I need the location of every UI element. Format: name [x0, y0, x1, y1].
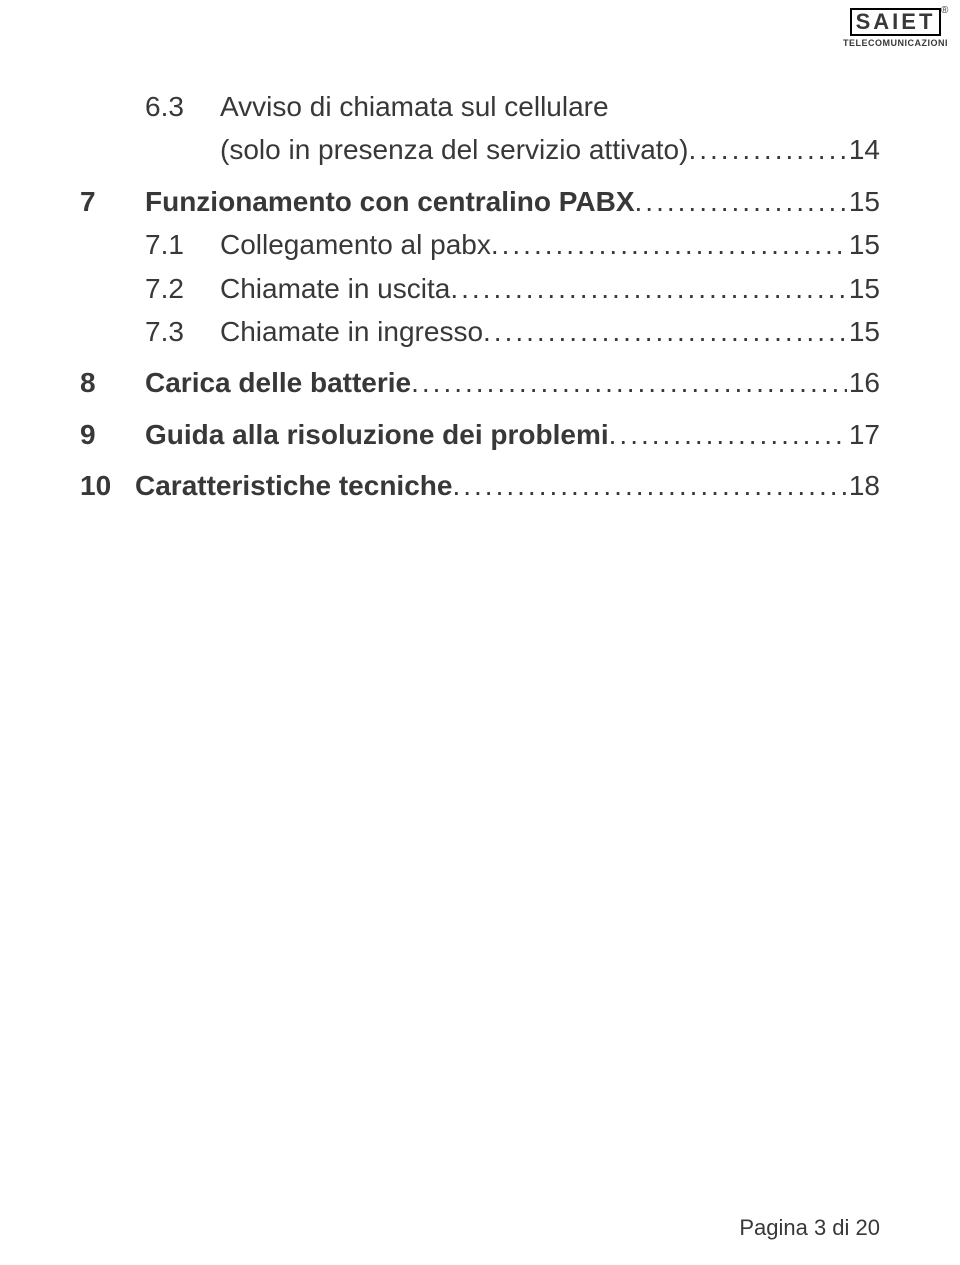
toc-title: Chiamate in uscita	[220, 267, 450, 310]
toc-entry-8: 8 Carica delle batterie ................…	[80, 361, 880, 404]
logo-subtitle: TELECOMUNICAZIONI	[843, 38, 948, 48]
toc-row: 10 Caratteristiche tecniche ............…	[80, 464, 880, 507]
document-page: SAIET ® TELECOMUNICAZIONI 6.3 Avviso di …	[0, 0, 960, 1265]
toc-page-number: 16	[847, 361, 880, 404]
toc-leader-dots: ........................................…	[450, 267, 847, 310]
toc-row: 8 Carica delle batterie ................…	[80, 361, 880, 404]
toc-page-number: 15	[847, 180, 880, 223]
toc-entry-9: 9 Guida alla risoluzione dei problemi ..…	[80, 413, 880, 456]
toc-page-number: 15	[847, 223, 880, 266]
toc-title-cont: (solo in presenza del servizio attivato)	[80, 128, 688, 171]
toc-number: 6.3	[145, 85, 220, 128]
toc-title: Avviso di chiamata sul cellulare	[220, 85, 609, 128]
toc-page-number: 15	[847, 310, 880, 353]
toc-title: Caratteristiche tecniche	[135, 464, 452, 507]
toc-leader-dots: ........................................…	[688, 128, 846, 171]
toc-title: Chiamate in ingresso	[220, 310, 483, 353]
toc-entry-6-3: 6.3 Avviso di chiamata sul cellulare (so…	[80, 85, 880, 172]
toc-row: 6.3 Avviso di chiamata sul cellulare	[80, 85, 880, 128]
toc-page-number: 17	[847, 413, 880, 456]
logo-text: SAIET ®	[850, 8, 942, 36]
logo-name: SAIET	[856, 9, 936, 34]
toc-number: 7.2	[145, 267, 220, 310]
toc-title: Collegamento al pabx	[220, 223, 491, 266]
toc-entry-7: 7 Funzionamento con centralino PABX ....…	[80, 180, 880, 354]
toc-title: Guida alla risoluzione dei problemi	[145, 413, 609, 456]
toc-leader-dots: ........................................…	[411, 361, 847, 404]
page-footer: Pagina 3 di 20	[739, 1215, 880, 1241]
toc-leader-dots: ........................................…	[483, 310, 847, 353]
toc-row: 7.3 Chiamate in ingresso ...............…	[80, 310, 880, 353]
toc-leader-dots: ........................................…	[452, 464, 846, 507]
toc-row: 7.2 Chiamate in uscita .................…	[80, 267, 880, 310]
toc-page-number: 18	[847, 464, 880, 507]
toc-title: Carica delle batterie	[145, 361, 411, 404]
toc-row: 7 Funzionamento con centralino PABX ....…	[80, 180, 880, 223]
toc-row: 7.1 Collegamento al pabx ...............…	[80, 223, 880, 266]
toc-page-number: 14	[847, 128, 880, 171]
toc-page-number: 15	[847, 267, 880, 310]
toc-number: 7.3	[145, 310, 220, 353]
table-of-contents: 6.3 Avviso di chiamata sul cellulare (so…	[80, 85, 880, 516]
toc-number: 7.1	[145, 223, 220, 266]
toc-title: Funzionamento con centralino PABX	[145, 180, 635, 223]
toc-entry-10: 10 Caratteristiche tecniche ............…	[80, 464, 880, 507]
toc-leader-dots: ........................................…	[491, 223, 847, 266]
registered-icon: ®	[941, 6, 951, 16]
toc-row: (solo in presenza del servizio attivato)…	[80, 128, 880, 171]
toc-number: 8	[80, 361, 145, 404]
toc-number: 10	[80, 464, 135, 507]
brand-logo: SAIET ® TELECOMUNICAZIONI	[843, 8, 948, 48]
toc-row: 9 Guida alla risoluzione dei problemi ..…	[80, 413, 880, 456]
toc-leader-dots: ........................................…	[635, 180, 847, 223]
toc-leader-dots: ........................................…	[609, 413, 847, 456]
toc-number: 7	[80, 180, 145, 223]
toc-number: 9	[80, 413, 145, 456]
